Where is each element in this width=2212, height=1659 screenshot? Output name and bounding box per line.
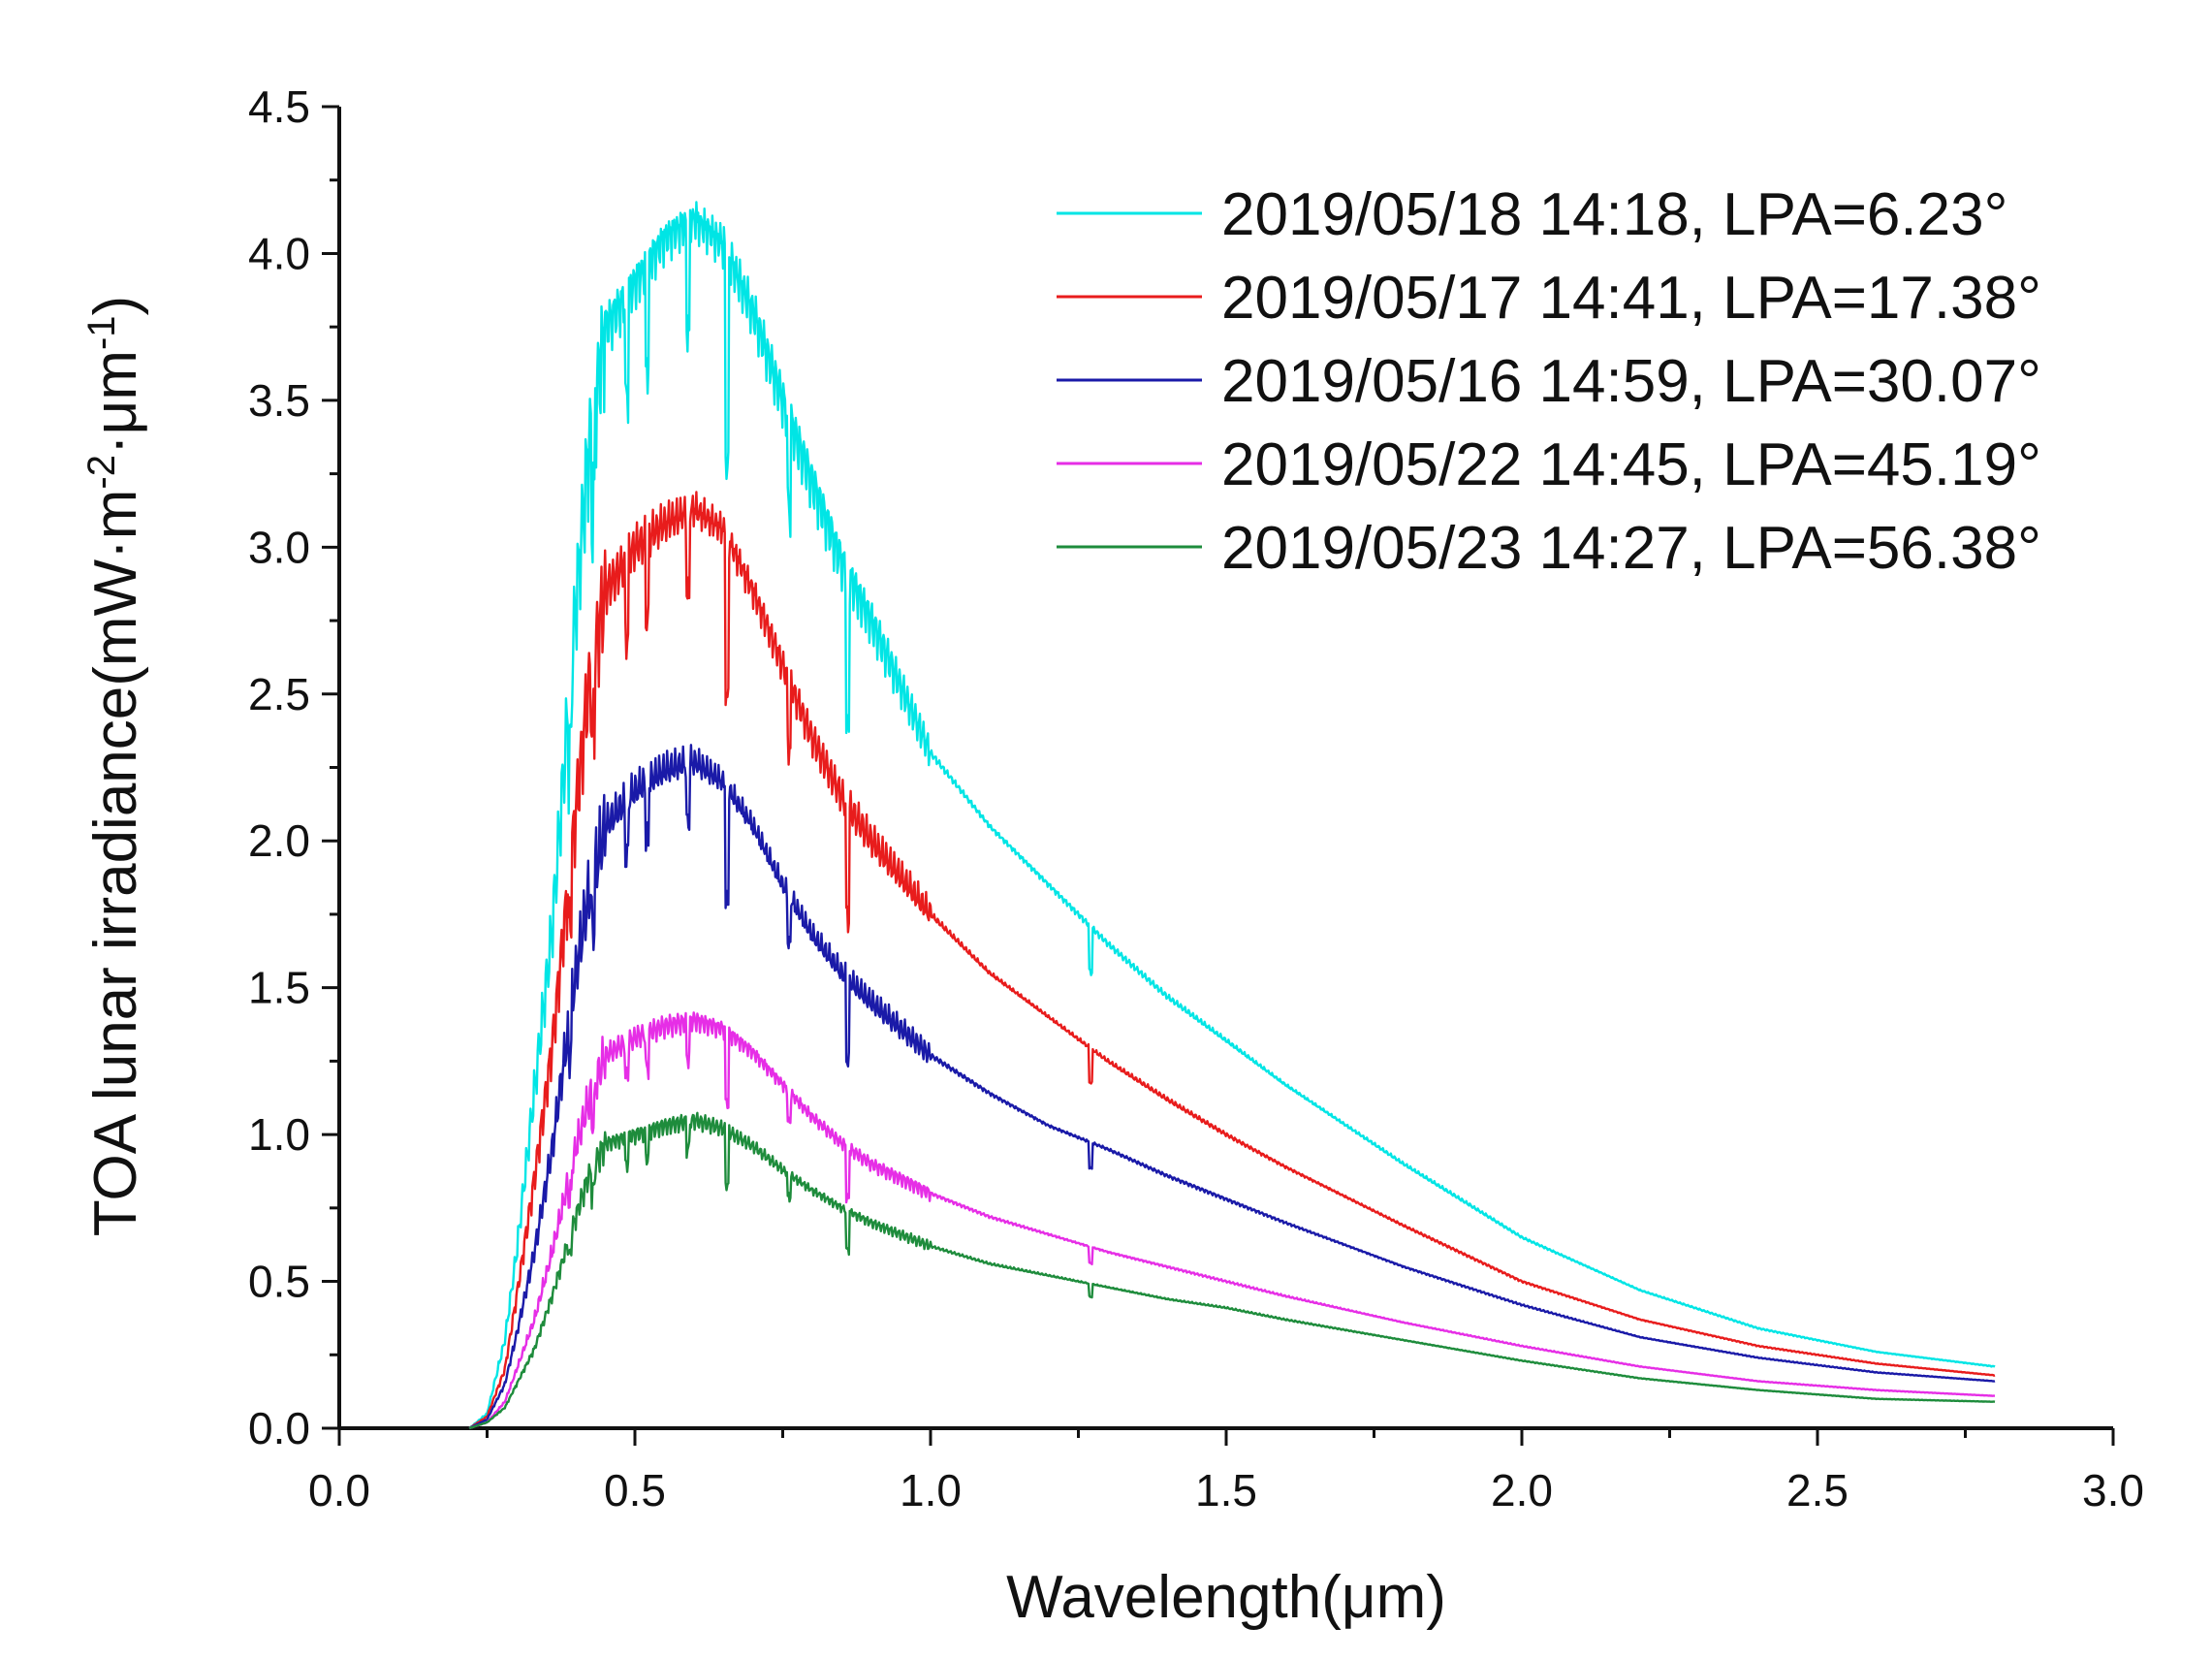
y-axis-title-end: ) [82,296,149,316]
legend: 2019/05/18 14:18, LPA=6.23° 2019/05/17 14… [1057,181,2041,582]
x-tick-label: 0.0 [308,1465,370,1515]
x-tick-label: 2.5 [1786,1465,1849,1515]
series-lines [468,201,1996,1430]
y-tick-label: 0.5 [248,1257,310,1307]
y-tick-label: 1.5 [248,963,310,1013]
legend-label: 2019/05/23 14:27, LPA=56.38° [1221,515,2041,582]
y-axis-ticks: 0.0 0.5 1.0 1.5 2.0 2.5 3.0 3.5 4.0 4.5 [248,81,339,1453]
series-line-5 [468,1111,1996,1430]
x-tick-label: 1.5 [1195,1465,1257,1515]
legend-label: 2019/05/22 14:45, LPA=45.19° [1221,431,2041,498]
series-line-1 [468,201,1996,1429]
x-tick-label: 1.0 [900,1465,962,1515]
y-tick-label: 2.5 [248,669,310,719]
x-tick-label: 3.0 [2082,1465,2144,1515]
y-tick-label: 4.0 [248,228,310,278]
y-tick-label: 2.0 [248,815,310,866]
x-tick-label: 2.0 [1491,1465,1553,1515]
series-line-4 [468,1011,1996,1430]
y-axis-title-sup1: -2 [80,455,123,490]
y-tick-label: 0.0 [248,1403,310,1453]
y-axis-title: TOA lunar irradiance(mW·m-2·μm-1) [80,296,149,1236]
legend-label: 2019/05/17 14:41, LPA=17.38° [1221,265,2041,332]
legend-label: 2019/05/16 14:59, LPA=30.07° [1221,348,2041,415]
series-line-3 [468,744,1996,1430]
y-axis-title-mid: ·μm [82,350,149,455]
y-tick-label: 3.5 [248,375,310,426]
y-axis-title-main: TOA lunar irradiance(mW·m [82,490,149,1237]
y-tick-label: 1.0 [248,1109,310,1160]
x-tick-label: 0.5 [604,1465,666,1515]
x-axis-title: Wavelength(μm) [1006,1564,1446,1631]
y-axis-title-sup2: -1 [80,315,123,350]
series-line-2 [468,491,1996,1429]
x-axis-ticks: 0.0 0.5 1.0 1.5 2.0 2.5 3.0 [308,1428,2144,1515]
y-tick-label: 4.5 [248,81,310,132]
legend-label: 2019/05/18 14:18, LPA=6.23° [1221,181,2007,248]
y-tick-label: 3.0 [248,522,310,572]
